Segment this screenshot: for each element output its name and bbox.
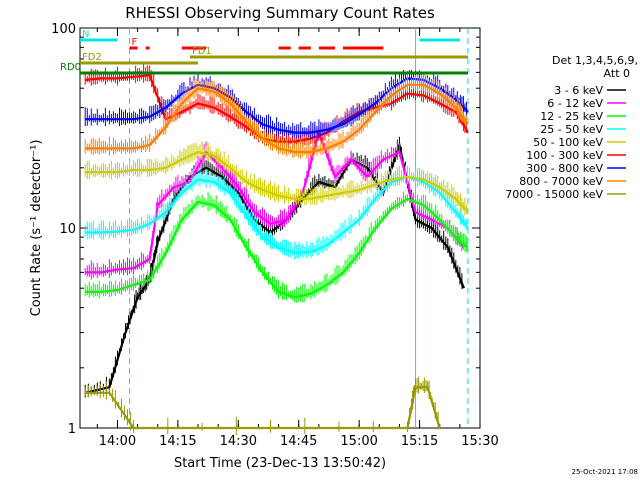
series-noise [84, 376, 439, 435]
legend-header-line1: Det 1,3,4,5,6,9, [552, 54, 638, 67]
x-tick-label: 15:30 [461, 434, 498, 449]
legend-label: 50 - 100 keV [533, 136, 603, 149]
x-tick-label: 14:15 [159, 434, 196, 449]
x-tick-label: 15:00 [340, 434, 377, 449]
series-noise [84, 191, 467, 303]
y-axis-label: Count Rate (s⁻¹ detector⁻¹) [29, 140, 44, 317]
legend-label: 7000 - 15000 keV [505, 188, 603, 201]
y-tick-labels: 1 10 100 [51, 22, 76, 437]
x-tick-label: 15:15 [401, 434, 438, 449]
legend-label: 6 - 12 keV [547, 97, 603, 110]
x-axis-label: Start Time (23-Dec-13 13:50:42) [174, 456, 386, 471]
y-tick-label: 10 [59, 222, 76, 237]
series-2 [84, 124, 465, 280]
flag-label-n: N [82, 29, 89, 40]
flag-label-f: F [132, 37, 138, 48]
x-tick-label: 14:00 [99, 434, 136, 449]
axis-ticks [80, 27, 481, 429]
x-tick-label: 14:45 [280, 434, 317, 449]
series-5 [84, 141, 469, 216]
flag-label-fd1: FD1 [192, 46, 212, 57]
series-9 [84, 376, 441, 435]
series-3 [84, 191, 469, 303]
flag-label-fd2: FD2 [82, 52, 102, 63]
series-noise [84, 73, 467, 159]
x-tick-labels: 14:00 14:15 14:30 14:45 15:00 15:15 15:30 [99, 434, 499, 449]
series-noise [84, 141, 467, 216]
y-tick-label: 1 [68, 422, 76, 437]
flag-label-rd0: RD0 [60, 62, 81, 73]
legend-label: 800 - 7000 keV [519, 175, 603, 188]
footer-date: 25-Oct-2021 17:08 [572, 468, 638, 476]
x-tick-label: 14:30 [220, 434, 257, 449]
y-tick-label: 100 [51, 22, 76, 37]
legend-label: 25 - 50 keV [540, 123, 603, 136]
chart-title: RHESSI Observing Summary Count Rates [125, 4, 435, 22]
legend-header-line2: Att 0 [604, 67, 630, 80]
legend-label: 12 - 25 keV [540, 110, 603, 123]
legend-label: 100 - 300 keV [526, 149, 603, 162]
legend-label: 300 - 800 keV [526, 162, 603, 175]
series-8 [84, 73, 469, 159]
legend-label: 3 - 6 keV [554, 84, 603, 97]
series-group [84, 64, 469, 435]
